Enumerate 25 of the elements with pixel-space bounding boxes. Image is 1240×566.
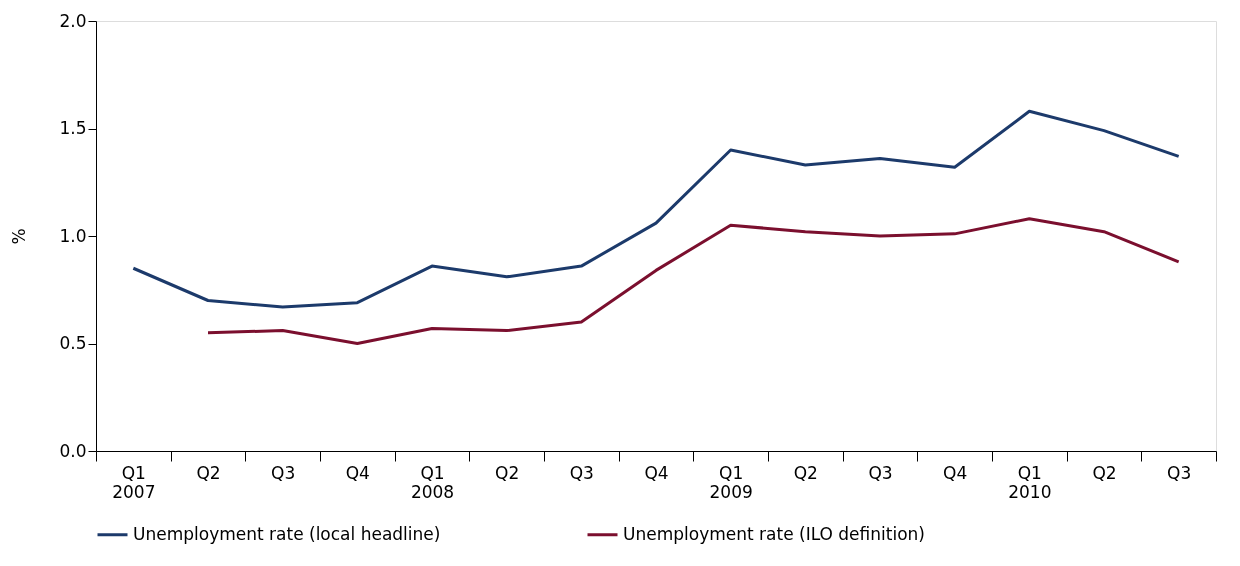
x-tick-label: Q2 <box>495 462 520 483</box>
x-tick-label: Q2 <box>196 462 221 483</box>
x-tick-label: Q4 <box>943 462 968 483</box>
x-tick-label: Q1 2010 <box>1008 462 1052 502</box>
x-tick-label: Q1 2008 <box>410 462 455 502</box>
x-tick-label: Q4 <box>345 462 370 483</box>
x-tick-label: Q4 <box>644 462 669 483</box>
x-tick-label: Q3 <box>271 462 296 483</box>
x-tick-label: Q2 <box>1092 462 1117 483</box>
x-tick-label: Q3 <box>1167 462 1192 483</box>
y-tick-label: 1.5 <box>59 118 87 138</box>
legend-label: Unemployment rate (ILO definition) <box>623 523 925 544</box>
y-axis-title: % <box>9 228 30 245</box>
x-tick-label: Q3 <box>569 462 594 483</box>
x-tick-label: Q2 <box>793 462 818 483</box>
x-tick-label: Q1 2009 <box>709 462 753 502</box>
line-series <box>131 109 1181 309</box>
x-tick-label: Q1 2007 <box>112 462 156 502</box>
y-tick-label: 0.5 <box>59 333 87 353</box>
x-tick-label: Q3 <box>868 462 893 483</box>
y-tick-label: 1.0 <box>59 225 87 246</box>
line-series <box>206 217 1181 345</box>
legend-label: Unemployment rate (local headline) <box>133 523 441 544</box>
y-tick-label: 0.0 <box>59 440 87 461</box>
y-tick-label: 2.0 <box>59 10 87 31</box>
